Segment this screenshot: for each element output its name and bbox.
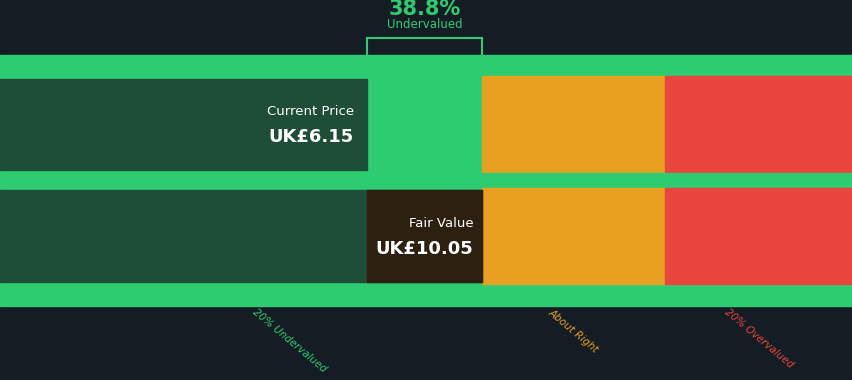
Text: UK£6.15: UK£6.15 (268, 128, 354, 146)
Bar (665, 188, 852, 284)
Text: Fair Value: Fair Value (408, 217, 473, 230)
Text: 38.8%: 38.8% (388, 0, 460, 19)
Text: UK£10.05: UK£10.05 (375, 239, 473, 258)
Bar (0, 190, 481, 282)
Bar (0, 173, 852, 188)
Bar (0, 284, 852, 306)
Text: Undervalued: Undervalued (386, 18, 462, 31)
Bar (665, 76, 852, 173)
Text: 20% Overvalued: 20% Overvalued (722, 307, 794, 370)
Bar (0, 79, 366, 170)
Bar (481, 188, 665, 284)
Bar (366, 190, 481, 282)
Text: About Right: About Right (546, 307, 600, 355)
Bar (0, 55, 852, 76)
Bar (0, 188, 481, 284)
Bar (481, 76, 665, 173)
Bar (0, 76, 481, 173)
Text: Current Price: Current Price (267, 105, 354, 118)
Text: 20% Undervalued: 20% Undervalued (250, 307, 327, 375)
